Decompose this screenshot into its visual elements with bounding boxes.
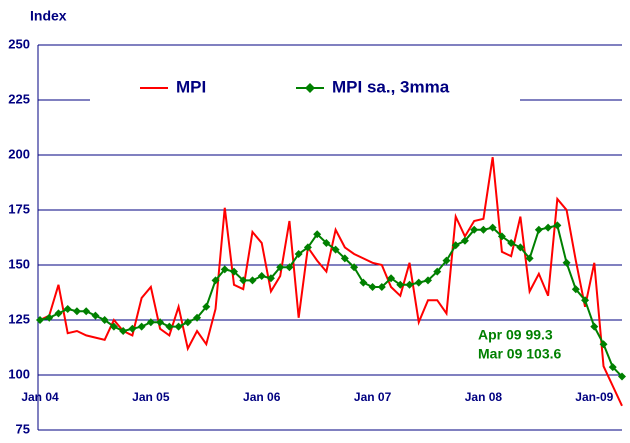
marker bbox=[562, 258, 571, 267]
marker bbox=[266, 274, 275, 283]
marker bbox=[220, 265, 229, 274]
marker bbox=[100, 316, 109, 324]
legend-label: MPI bbox=[176, 77, 206, 96]
marker bbox=[414, 278, 423, 287]
marker bbox=[516, 243, 525, 252]
legend-marker bbox=[305, 83, 315, 93]
y-tick-label: 250 bbox=[8, 36, 30, 51]
marker bbox=[72, 307, 81, 316]
marker bbox=[433, 267, 442, 276]
y-axis-label: Index bbox=[30, 8, 67, 24]
marker bbox=[608, 363, 617, 372]
legend-label: MPI sa., 3mma bbox=[332, 77, 450, 96]
marker bbox=[165, 322, 174, 331]
marker bbox=[618, 372, 626, 381]
legend-background bbox=[90, 70, 520, 112]
marker bbox=[91, 311, 100, 320]
marker bbox=[525, 254, 534, 263]
marker bbox=[507, 239, 516, 247]
marker bbox=[45, 313, 54, 322]
marker bbox=[285, 263, 294, 272]
marker bbox=[451, 241, 460, 250]
marker bbox=[303, 243, 312, 252]
marker bbox=[340, 254, 349, 263]
marker bbox=[257, 272, 266, 280]
x-tick-label: Jan-09 bbox=[575, 390, 613, 404]
marker bbox=[479, 225, 488, 234]
marker bbox=[442, 256, 451, 265]
x-tick-label: Jan 08 bbox=[465, 390, 503, 404]
marker bbox=[183, 318, 192, 327]
marker bbox=[276, 263, 285, 272]
marker bbox=[581, 296, 590, 305]
marker bbox=[553, 221, 562, 230]
marker bbox=[377, 283, 386, 291]
marker bbox=[599, 340, 608, 349]
marker bbox=[128, 324, 137, 333]
marker bbox=[405, 280, 414, 289]
y-tick-label: 225 bbox=[8, 91, 30, 106]
x-tick-label: Jan 07 bbox=[354, 390, 392, 404]
x-tick-label: Jan 05 bbox=[132, 390, 170, 404]
x-tick-label: Jan 04 bbox=[21, 390, 59, 404]
series-line bbox=[39, 224, 623, 378]
marker bbox=[119, 327, 128, 335]
legend: MPI MPI sa., 3mma bbox=[90, 70, 520, 112]
marker bbox=[211, 276, 220, 285]
marker bbox=[359, 278, 368, 287]
y-tick-label: 75 bbox=[16, 421, 30, 436]
marker bbox=[82, 307, 91, 316]
marker bbox=[36, 316, 44, 324]
y-tick-label: 100 bbox=[8, 366, 30, 381]
annotation: Mar 09 103.6 bbox=[478, 346, 561, 362]
marker bbox=[109, 322, 118, 331]
marker bbox=[202, 302, 211, 311]
series-line bbox=[39, 157, 623, 407]
marker bbox=[54, 309, 63, 318]
marker bbox=[460, 236, 469, 245]
marker bbox=[174, 322, 183, 331]
marker bbox=[470, 225, 479, 234]
marker bbox=[544, 223, 553, 232]
marker bbox=[368, 283, 377, 291]
marker bbox=[239, 276, 248, 285]
marker bbox=[497, 232, 506, 241]
marker bbox=[156, 318, 165, 327]
y-tick-label: 175 bbox=[8, 201, 30, 216]
marker bbox=[313, 230, 322, 239]
marker bbox=[387, 274, 396, 283]
marker bbox=[63, 305, 72, 313]
marker bbox=[590, 322, 599, 331]
marker bbox=[294, 250, 303, 258]
y-tick-label: 200 bbox=[8, 146, 30, 161]
marker bbox=[424, 276, 432, 285]
marker bbox=[137, 322, 146, 331]
marker bbox=[322, 239, 331, 247]
marker bbox=[193, 313, 202, 322]
marker bbox=[488, 223, 497, 232]
marker bbox=[248, 276, 257, 285]
marker bbox=[331, 245, 340, 254]
x-tick-label: Jan 06 bbox=[243, 390, 281, 404]
y-tick-label: 150 bbox=[8, 256, 30, 271]
marker bbox=[350, 263, 359, 272]
marker bbox=[396, 280, 405, 289]
marker bbox=[230, 267, 238, 276]
marker bbox=[146, 318, 155, 327]
y-tick-label: 125 bbox=[8, 311, 30, 326]
marker bbox=[534, 225, 543, 234]
annotation: Apr 09 99.3 bbox=[478, 327, 553, 343]
marker bbox=[571, 285, 580, 294]
